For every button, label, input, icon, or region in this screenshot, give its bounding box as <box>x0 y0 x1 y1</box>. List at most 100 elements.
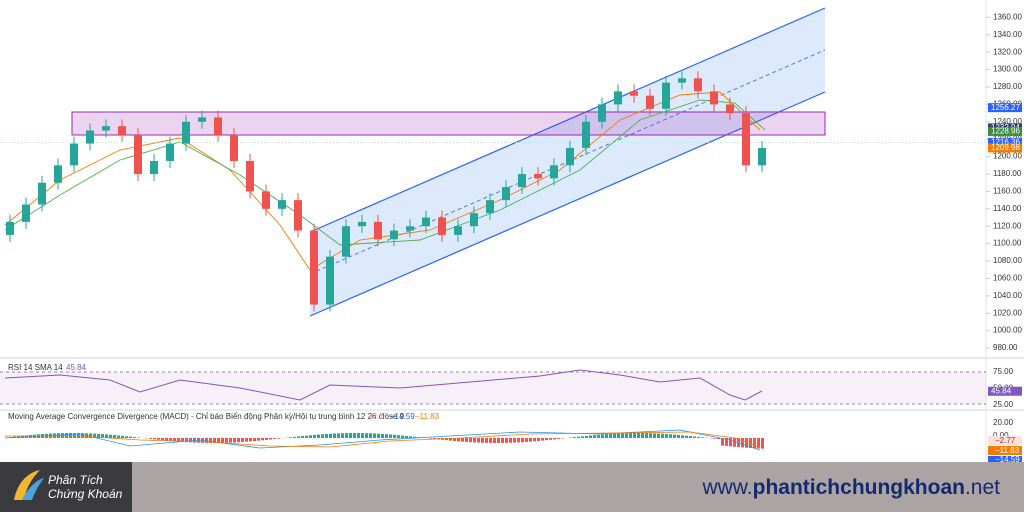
candle-body <box>246 160 254 192</box>
macd-bar <box>449 438 452 441</box>
macd-bar <box>465 438 468 442</box>
macd-bar <box>345 433 348 438</box>
y-tick-label: 1300.00 <box>993 65 1022 74</box>
macd-bar <box>365 433 368 438</box>
candle-body <box>22 204 30 222</box>
candle-body <box>70 143 78 166</box>
y-tick-label: 1320.00 <box>993 47 1022 56</box>
candle-body <box>470 213 478 227</box>
macd-bar <box>113 435 116 438</box>
y-tick-label: 1140.00 <box>993 204 1022 213</box>
y-tick-label: 1240.00 <box>993 117 1022 126</box>
macd-bar <box>489 438 492 443</box>
candle-body <box>230 134 238 161</box>
logo-icon <box>14 470 40 500</box>
brand: Chứng Khoán <box>48 487 123 501</box>
candle-body <box>134 134 142 175</box>
macd-bar <box>457 438 460 442</box>
candle-body <box>374 221 382 240</box>
macd-bar <box>657 433 660 438</box>
macd-line <box>4 429 761 451</box>
candle-body <box>614 91 622 105</box>
candle-body <box>630 91 638 96</box>
macd-bar <box>593 435 596 438</box>
macd-bar <box>121 435 124 438</box>
macd-bar <box>341 433 344 438</box>
ma-slow <box>4 99 766 246</box>
macd-bar <box>213 438 216 443</box>
candle-body <box>54 165 62 183</box>
candle-body <box>310 230 318 305</box>
macd-bar <box>305 435 308 438</box>
footer <box>0 462 1024 512</box>
macd-bar <box>389 434 392 438</box>
macd-bar <box>517 438 520 443</box>
candle-body <box>662 82 670 109</box>
macd-bar <box>401 435 404 438</box>
macd-bar <box>505 438 508 443</box>
macd-bar <box>397 435 400 438</box>
macd-bar <box>637 433 640 438</box>
macd-bar <box>761 438 764 449</box>
macd-bar <box>665 433 668 438</box>
macd-bar <box>581 436 584 438</box>
macd-bar <box>337 433 340 438</box>
url-part: www. <box>701 476 752 499</box>
macd-bar <box>373 433 376 438</box>
macd-bar <box>689 436 692 438</box>
candle-body <box>182 121 190 144</box>
candle-body <box>278 200 286 209</box>
macd-right-label: −11.83 <box>995 446 1020 455</box>
candle-body <box>710 91 718 105</box>
macd-bar <box>733 438 736 447</box>
macd-right-label: −14.59 <box>995 455 1020 464</box>
macd-bar <box>549 438 552 440</box>
y-tick-label: 1080.00 <box>993 256 1022 265</box>
macd-bar <box>65 433 68 438</box>
macd-bar <box>313 434 316 438</box>
macd-bar <box>185 438 188 443</box>
candle-body <box>150 160 158 175</box>
macd-histogram <box>5 433 764 449</box>
macd-bar <box>333 433 336 438</box>
macd-bar <box>89 433 92 438</box>
candle-body <box>86 130 94 144</box>
macd-bar <box>157 438 160 440</box>
rsi-tag-label: 45.84 <box>991 386 1012 395</box>
macd-bar <box>473 438 476 443</box>
candle-body <box>534 174 542 179</box>
macd-bar <box>169 438 172 441</box>
candle-body <box>646 95 654 109</box>
macd-bar <box>513 438 516 443</box>
macd-value: −11.83 <box>415 412 440 421</box>
y-tick-label: 980.00 <box>993 343 1018 352</box>
macd-bar <box>61 433 64 438</box>
y-tick-label: 1040.00 <box>993 291 1022 300</box>
macd-bar <box>217 438 220 443</box>
candle-body <box>406 226 414 231</box>
macd-bar <box>165 438 168 441</box>
rsi-value: 45.84 <box>66 363 87 372</box>
macd-bar <box>617 433 620 438</box>
macd-bar <box>725 438 728 446</box>
candle-body <box>214 117 222 135</box>
website-url: www.phantichchungkhoan.net <box>701 476 1000 499</box>
macd-bar <box>249 438 252 442</box>
candle-body <box>518 174 526 188</box>
macd-bar <box>753 438 756 449</box>
macd-bar <box>317 434 320 438</box>
macd-bar <box>521 438 524 443</box>
candle-body <box>550 165 558 179</box>
macd-bar <box>605 434 608 438</box>
macd-bar <box>77 433 80 438</box>
macd-bar <box>453 438 456 441</box>
url-part: phantichchungkhoan <box>753 476 965 499</box>
macd-bar <box>533 438 536 442</box>
rsi-title: RSI 14 SMA 14 <box>8 363 63 372</box>
candle-body <box>694 78 702 92</box>
macd-tag <box>988 436 1022 445</box>
macd-bar <box>673 434 676 438</box>
macd-bar <box>353 433 356 438</box>
macd-bar <box>269 438 272 440</box>
macd-bar <box>749 438 752 449</box>
